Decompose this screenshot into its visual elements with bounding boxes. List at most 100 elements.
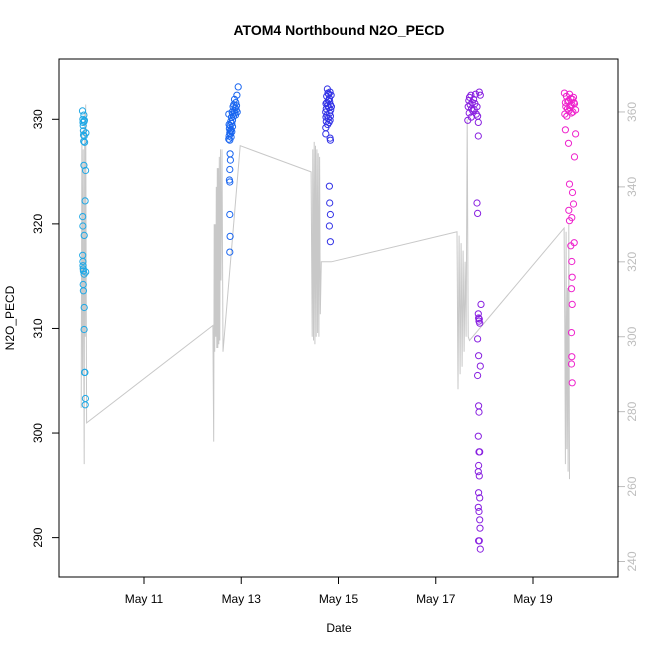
series-2 <box>225 83 242 256</box>
data-point <box>322 130 330 138</box>
data-point <box>475 352 483 360</box>
y-tick-label: 330 <box>31 109 45 129</box>
data-point <box>474 209 482 217</box>
right-tick-label: 300 <box>625 326 639 346</box>
data-point <box>567 360 576 368</box>
data-point <box>472 90 480 98</box>
right-tick-label: 340 <box>625 177 639 197</box>
data-point <box>475 314 483 322</box>
data-point <box>226 130 234 138</box>
data-point <box>475 408 483 416</box>
data-point <box>473 103 481 111</box>
data-point <box>80 116 89 124</box>
data-point <box>226 232 234 240</box>
y-tick-label: 300 <box>31 423 45 443</box>
data-point <box>474 335 482 343</box>
data-point <box>227 133 235 141</box>
data-point <box>79 213 87 221</box>
data-point <box>565 180 574 188</box>
right-series-layer <box>80 104 570 480</box>
data-point <box>326 210 334 219</box>
data-point <box>226 248 234 256</box>
series-1 <box>78 107 90 409</box>
data-point <box>234 83 242 91</box>
data-point <box>79 287 88 295</box>
data-point <box>325 182 333 190</box>
y-tick-label: 290 <box>31 527 45 547</box>
data-point <box>568 379 576 387</box>
data-point <box>474 310 482 318</box>
data-point <box>476 524 484 532</box>
x-axis-label: Date <box>326 621 352 635</box>
data-point <box>228 123 237 131</box>
data-point <box>79 222 87 230</box>
data-point <box>226 178 234 186</box>
y-axis-label: N2O_PECD <box>3 285 17 350</box>
data-point <box>232 99 240 107</box>
data-point <box>561 126 570 134</box>
data-point <box>473 199 481 207</box>
axes-layer: May 11 May 13 May 15 May 17 May 19 290 300 310 3… <box>31 102 639 606</box>
data-point <box>570 239 578 247</box>
data-point <box>565 206 573 214</box>
data-point <box>568 101 576 109</box>
data-point <box>82 129 90 137</box>
data-point <box>570 153 579 161</box>
series-4 <box>464 88 485 553</box>
data-point <box>326 116 334 124</box>
data-point <box>326 199 334 207</box>
data-point <box>567 329 576 337</box>
series-5 <box>560 89 580 387</box>
data-point <box>228 119 236 128</box>
right-tick-label: 320 <box>625 251 639 271</box>
data-point <box>474 118 482 127</box>
data-point <box>475 489 483 497</box>
data-point <box>475 537 483 545</box>
x-tick-label: May 15 <box>319 592 359 606</box>
data-point <box>233 108 241 116</box>
data-point <box>477 300 485 308</box>
right-series-line <box>80 104 570 480</box>
data-point <box>465 109 473 117</box>
data-point <box>79 118 87 127</box>
data-point <box>474 468 482 476</box>
data-point <box>464 116 472 124</box>
data-point <box>476 545 484 553</box>
data-point <box>326 112 334 120</box>
data-point <box>233 91 241 99</box>
data-point <box>225 135 233 143</box>
chart-title: ATOM4 Northbound N2O_PECD <box>233 22 444 38</box>
data-point <box>569 108 577 116</box>
data-point <box>82 268 90 276</box>
data-point <box>475 507 483 516</box>
data-point <box>476 516 484 524</box>
y-tick-label: 320 <box>31 214 45 234</box>
data-point <box>565 217 574 225</box>
plot-frame <box>58 58 619 578</box>
data-point <box>475 315 483 323</box>
x-tick-label: May 11 <box>125 592 164 606</box>
data-point <box>79 122 87 130</box>
data-point <box>326 88 334 96</box>
data-point <box>466 101 474 109</box>
data-point <box>474 432 482 440</box>
data-point <box>572 130 580 138</box>
data-point <box>228 128 236 136</box>
data-point <box>81 401 89 409</box>
data-point <box>475 448 483 456</box>
data-point <box>226 210 234 219</box>
data-point <box>475 472 483 480</box>
data-point <box>80 325 88 334</box>
data-point <box>82 166 90 175</box>
right-tick-label: 360 <box>625 102 639 122</box>
scatter-points-layer <box>78 83 580 553</box>
right-tick-label: 260 <box>625 476 639 496</box>
data-point <box>326 109 334 117</box>
data-point <box>475 88 483 96</box>
x-tick-label: May 19 <box>513 592 553 606</box>
data-point <box>81 368 89 376</box>
data-point <box>570 99 578 107</box>
data-point <box>325 222 333 230</box>
